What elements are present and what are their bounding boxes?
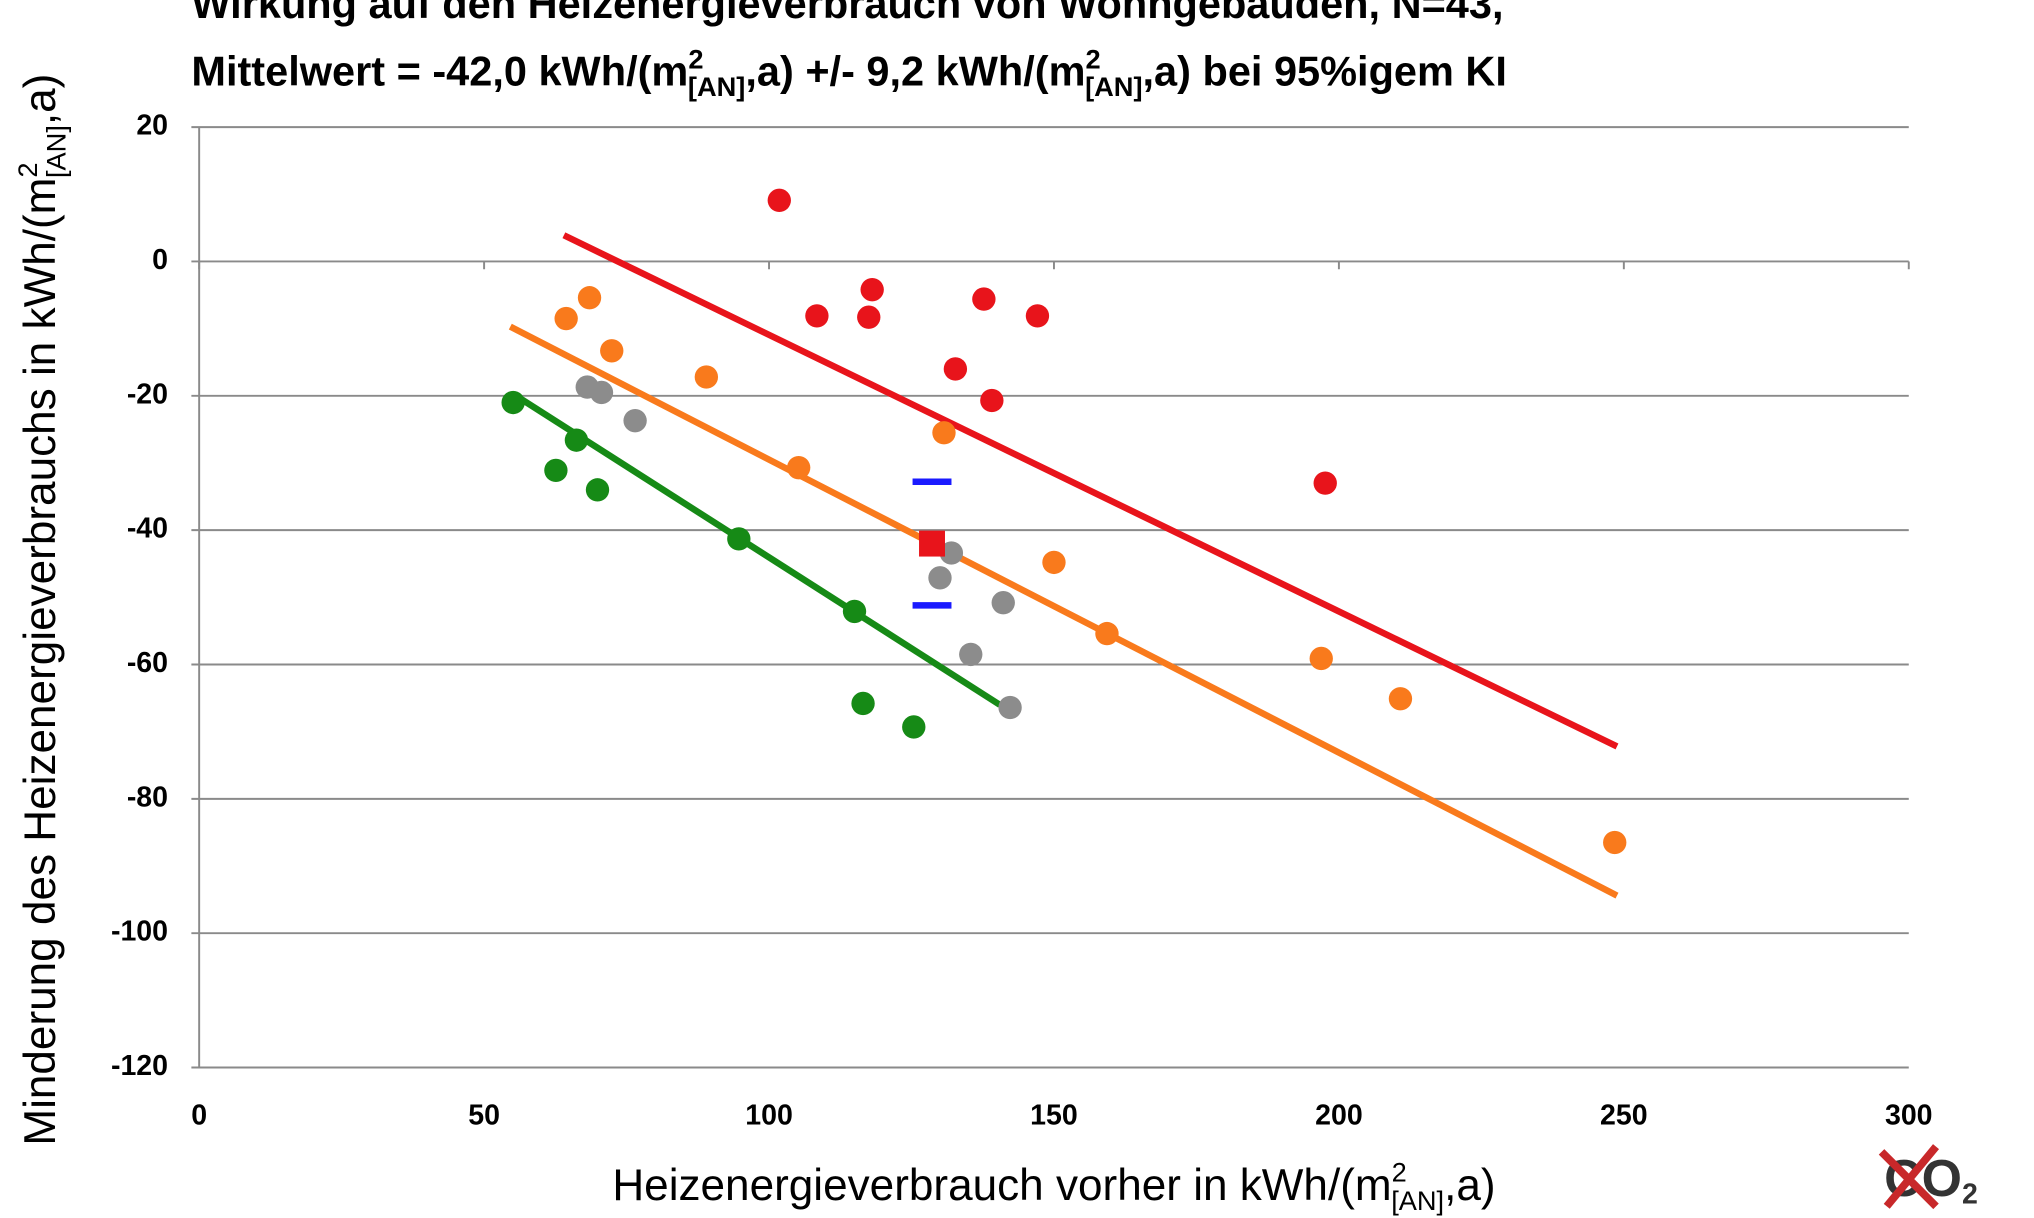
x-tick-label: 100 [745, 1099, 793, 1131]
point [727, 527, 751, 551]
point [1042, 550, 1066, 575]
point [805, 304, 829, 328]
point [1313, 471, 1337, 495]
x-tick-label: 150 [1030, 1099, 1078, 1131]
title-part: Mittelwert = -42,0 kWh/(m [191, 48, 688, 95]
title-sub: [AN] [1085, 71, 1142, 102]
logo-cross [1878, 1144, 1940, 1210]
y-tick-label: -40 [127, 513, 168, 545]
point [972, 287, 996, 311]
point [1388, 687, 1413, 711]
label-sup: 2 [1392, 1157, 1407, 1188]
x-tick-label: 200 [1315, 1099, 1363, 1131]
point [932, 421, 956, 445]
trend-line [515, 393, 1002, 708]
y-tick-label: -100 [111, 916, 168, 948]
point [600, 339, 624, 363]
title-sup: 2 [1086, 44, 1101, 75]
label-part: ,a) [1444, 1161, 1495, 1210]
point [998, 695, 1022, 720]
logo-sub: 2 [1962, 1179, 1978, 1211]
y-axis-title: Minderung des Heizenergieverbrauchs in k… [12, 74, 72, 1146]
point [860, 278, 884, 302]
point [694, 365, 719, 389]
x-tick-label: 0 [191, 1099, 207, 1131]
label-part: ,a) [16, 74, 65, 125]
point [1095, 621, 1119, 646]
x-tick-label: 250 [1600, 1099, 1648, 1131]
y-tick-label: -20 [127, 378, 168, 410]
chart-title: Wirkung auf den Heizenergieverbrauch von… [191, 0, 1503, 27]
point [991, 591, 1015, 615]
title-sup: 2 [688, 44, 703, 75]
point [943, 357, 968, 381]
point [577, 286, 602, 310]
x-tick-label: 300 [1885, 1099, 1933, 1131]
point [554, 306, 578, 331]
point [544, 458, 568, 483]
logo: CO2 [1878, 1144, 1978, 1211]
point [501, 390, 525, 415]
y-tick-label: -60 [127, 647, 168, 679]
y-tick-label: 20 [136, 110, 168, 142]
x-axis-title: Heizenergieverbrauch vorher in kWh/(m2 [A… [612, 1157, 1495, 1217]
trend-line [562, 232, 1619, 750]
point [939, 541, 964, 565]
title-part: ,a) +/- 9,2 kWh/(m [745, 48, 1085, 95]
point [842, 599, 867, 624]
point [902, 715, 926, 739]
point [786, 456, 811, 480]
y-tick-label: -80 [127, 781, 168, 813]
y-tick-label: 0 [152, 244, 168, 276]
point [767, 188, 791, 213]
point [1603, 830, 1627, 855]
point [585, 478, 610, 502]
point [959, 642, 983, 667]
mean-marker [919, 530, 945, 557]
label-part: Heizenergieverbrauch vorher in kWh/(m [612, 1161, 1391, 1210]
point [589, 380, 614, 405]
point [857, 305, 881, 329]
point [1309, 646, 1333, 671]
point [928, 566, 952, 590]
chart-subtitle: Mittelwert = -42,0 kWh/(m2 [AN],a) +/- 9,… [191, 44, 1507, 102]
title-sub: [AN] [688, 71, 745, 102]
label-sup: 2 [12, 162, 43, 177]
point [1025, 304, 1050, 328]
point [623, 408, 647, 433]
trend-line [508, 323, 1619, 899]
y-tick-label: -120 [111, 1050, 168, 1082]
point [564, 428, 589, 452]
label-part: Minderung des Heizenergieverbrauchs in k… [16, 178, 65, 1146]
x-tick-label: 50 [468, 1099, 500, 1131]
point [851, 691, 875, 716]
label-sub: [AN] [1391, 1185, 1444, 1216]
label-sub: [AN] [41, 125, 72, 178]
title-part: ,a) bei 95%igem KI [1143, 48, 1507, 95]
point [980, 388, 1004, 413]
